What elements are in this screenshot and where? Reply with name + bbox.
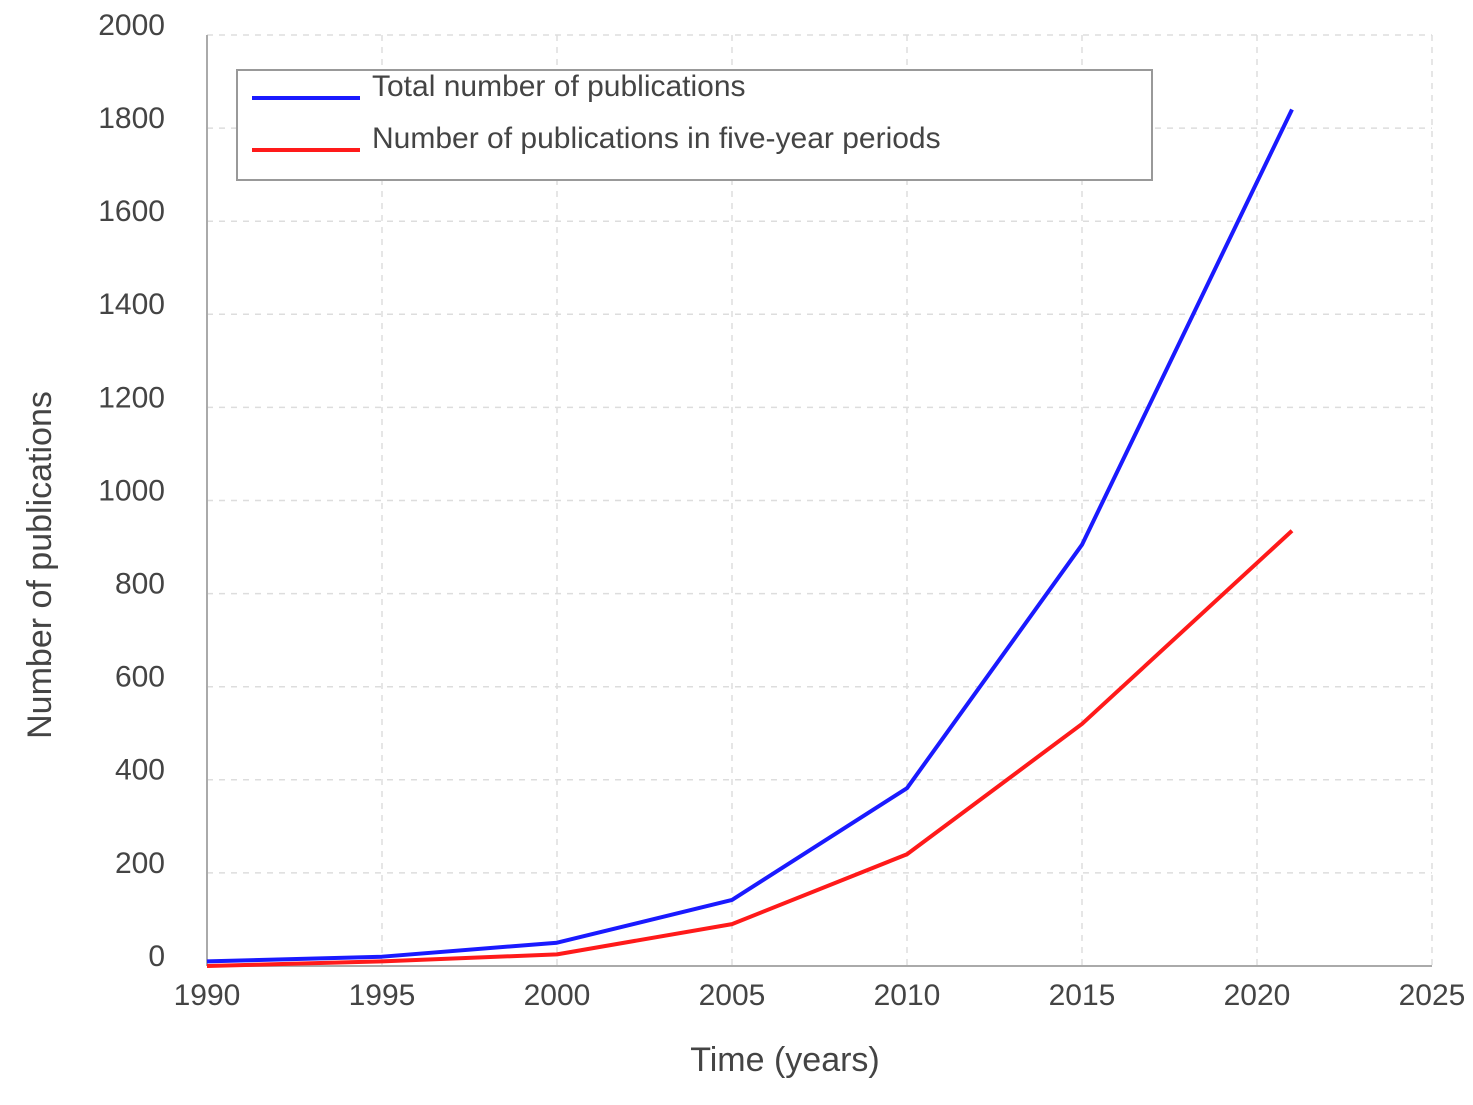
x-tick-label: 2020: [1224, 979, 1291, 1012]
y-tick-label: 600: [115, 661, 165, 694]
y-tick-label: 1000: [98, 474, 165, 507]
legend-label: Total number of publications: [372, 70, 746, 103]
x-tick-label: 1990: [174, 979, 241, 1012]
y-tick-label: 1600: [98, 195, 165, 228]
legend-box: [236, 69, 1153, 181]
y-tick-label: 200: [115, 847, 165, 880]
legend-label: Number of publications in five-year peri…: [372, 122, 941, 155]
y-tick-label: 1800: [98, 102, 165, 135]
y-tick-label: 800: [115, 568, 165, 601]
x-tick-label: 2025: [1399, 979, 1466, 1012]
y-tick-label: 2000: [98, 9, 165, 42]
y-tick-label: 1200: [98, 381, 165, 414]
y-tick-label: 0: [148, 940, 165, 973]
x-axis-label: Time (years): [690, 1041, 880, 1079]
y-tick-label: 1400: [98, 288, 165, 321]
x-tick-label: 2015: [1049, 979, 1116, 1012]
x-tick-label: 1995: [349, 979, 416, 1012]
x-tick-label: 2000: [524, 979, 591, 1012]
x-tick-label: 2010: [874, 979, 941, 1012]
series-line: [206, 108, 1294, 964]
x-tick-label: 2005: [699, 979, 766, 1012]
series-line: [206, 529, 1294, 968]
y-axis-label: Number of publications: [21, 391, 59, 739]
y-tick-label: 400: [115, 754, 165, 787]
